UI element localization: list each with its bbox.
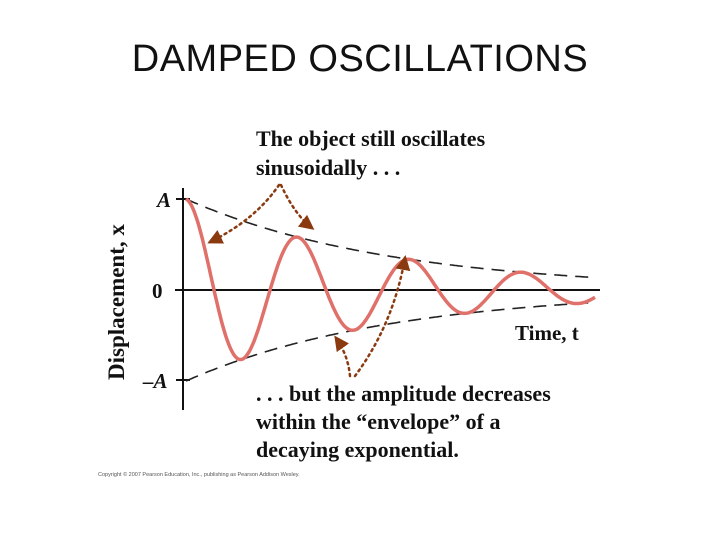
upper-envelope-line xyxy=(185,198,596,279)
y-axis-label: Displacement, x xyxy=(104,224,129,380)
y-tick-label-zero: 0 xyxy=(152,279,163,303)
annotation-arrow-bottom-left xyxy=(334,335,352,378)
annotation-top-line2: sinusoidally . . . xyxy=(256,155,400,180)
annotation-arrow-top-right xyxy=(279,183,315,230)
y-tick-label-minus-a: –A xyxy=(142,369,168,393)
lower-envelope-line xyxy=(185,301,596,382)
damped-oscillation-curve xyxy=(185,197,596,362)
y-tick-label-a: A xyxy=(155,188,171,212)
annotation-arrow-top-left xyxy=(207,183,281,244)
slide-title: DAMPED OSCILLATIONS xyxy=(131,38,589,80)
annotation-top-line1: The object still oscillates xyxy=(256,126,486,151)
annotation-bottom-line2: within the “envelope” of a xyxy=(256,409,500,434)
annotation-bottom-line3: decaying exponential. xyxy=(256,437,459,462)
copyright-notice: Copyright © 2007 Pearson Education, Inc.… xyxy=(98,472,300,478)
x-axis-label: Time, t xyxy=(515,321,579,345)
annotation-arrow-bottom-right xyxy=(353,255,411,378)
annotation-bottom-line1: . . . but the amplitude decreases xyxy=(256,381,551,406)
